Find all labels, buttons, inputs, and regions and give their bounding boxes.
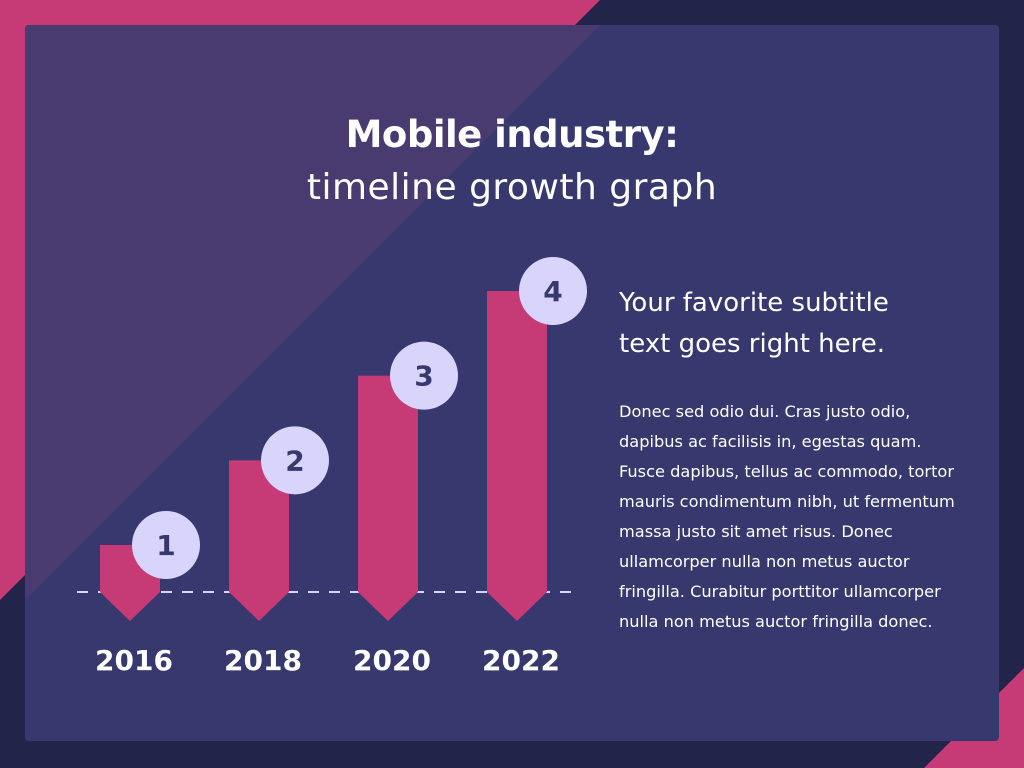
- content-panel: Mobile industry: timeline growth graph 1…: [25, 25, 999, 741]
- side-subtitle-line-1: Your favorite subtitle: [619, 288, 889, 318]
- bar-badge-2016: [132, 511, 200, 579]
- x-tick-label: 2016: [95, 644, 173, 677]
- bar-value-label: 3: [414, 360, 433, 393]
- side-subtitle: Your favorite subtitle text goes right h…: [619, 283, 959, 365]
- bar-value-label: 4: [543, 275, 562, 308]
- bar-value-label: 2: [285, 444, 304, 477]
- side-subtitle-line-2: text goes right here.: [619, 329, 886, 359]
- bar-2018: [229, 460, 289, 621]
- bar-badge-2020: [390, 341, 458, 410]
- bar-2020: [358, 375, 418, 621]
- slide-subtitle: timeline growth graph: [306, 167, 718, 208]
- bar-value-label: 1: [156, 529, 175, 562]
- growth-bar-chart: 1 2016 2 2018 3 2020 4 2022: [77, 257, 587, 677]
- side-body-text: Donec sed odio dui. Cras justo odio, dap…: [619, 402, 955, 631]
- bar-2022: [487, 291, 547, 621]
- x-tick-label: 2020: [353, 644, 431, 677]
- bar-badge-2018: [261, 426, 329, 495]
- panel-diagonal-shade: [25, 25, 600, 600]
- slide-title: Mobile industry:: [345, 113, 679, 156]
- x-tick-label: 2018: [224, 644, 302, 677]
- x-tick-label: 2022: [482, 644, 560, 677]
- bar-badge-2022: [519, 257, 587, 325]
